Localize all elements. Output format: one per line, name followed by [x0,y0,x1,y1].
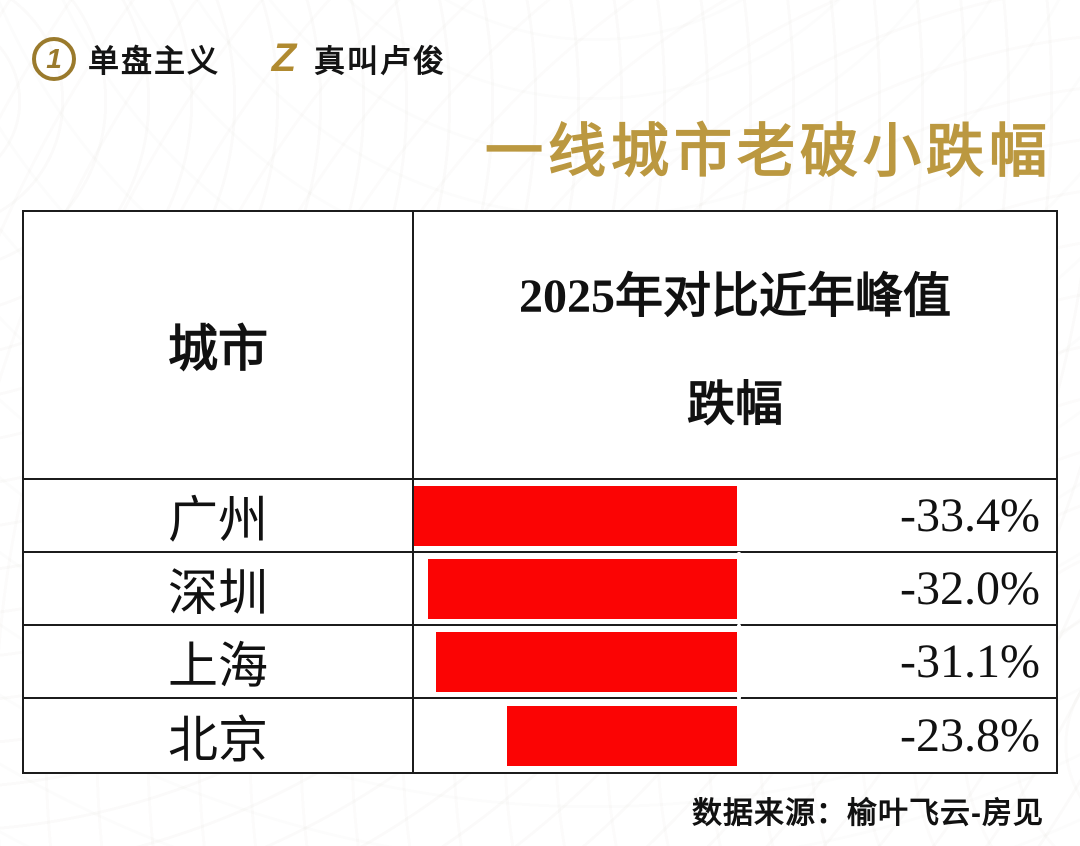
logo-zhenjiaolujun: Z 真叫卢俊 [266,36,446,81]
value-label: -33.4% [900,489,1040,542]
city-name: 上海 [24,626,414,697]
city-name: 北京 [24,699,414,772]
bar-cell: -31.1% [414,626,1056,697]
page-title: 一线城市老破小跌幅 [484,119,1052,184]
bar-cell: -23.8% [414,699,1056,772]
table-row: 上海 -31.1% [24,626,1056,699]
table-row: 深圳 -32.0% [24,553,1056,626]
value-label: -23.8% [900,709,1040,762]
value-label: -32.0% [900,562,1040,615]
data-source: 数据来源：榆叶飞云-房见 [692,797,1044,830]
value-label: -31.1% [900,635,1040,688]
table-row: 北京 -23.8% [24,699,1056,772]
bar-track [414,699,737,772]
bar-track [414,553,737,624]
bar-track [414,626,737,697]
value-bar [506,705,737,766]
logo-danpanzhuyi: 1 单盘主义 [32,36,220,81]
column-header-metric: 2025年对比近年峰值 跌幅 [414,212,1056,478]
logo-zhenjiaolujun-text: 真叫卢俊 [314,44,446,79]
table-row: 广州 -33.4% [24,480,1056,553]
city-name: 广州 [24,480,414,551]
value-bar [436,631,737,692]
danpanzhuyi-circle-icon: 1 [32,36,76,81]
column-header-metric-line1: 2025年对比近年峰值 [518,270,951,323]
bar-track [414,480,737,551]
value-bar [414,485,737,546]
zhenjiaolujun-z-icon: Z [271,36,297,80]
bar-cell: -33.4% [414,480,1056,551]
data-table: 城市 2025年对比近年峰值 跌幅 广州 -33.4% 深圳 -32.0% 上海 -31.… [22,210,1058,774]
bar-cell: -32.0% [414,553,1056,624]
column-header-city: 城市 [24,212,414,478]
logo-bar: 1 单盘主义 Z 真叫卢俊 [32,36,446,81]
column-header-metric-line2: 跌幅 [686,378,783,431]
table-body: 广州 -33.4% 深圳 -32.0% 上海 -31.1% 北京 -23.8% [24,480,1056,772]
city-name: 深圳 [24,553,414,624]
value-bar [427,558,737,619]
table-header-row: 城市 2025年对比近年峰值 跌幅 [24,212,1056,480]
logo-danpanzhuyi-text: 单盘主义 [88,44,220,79]
